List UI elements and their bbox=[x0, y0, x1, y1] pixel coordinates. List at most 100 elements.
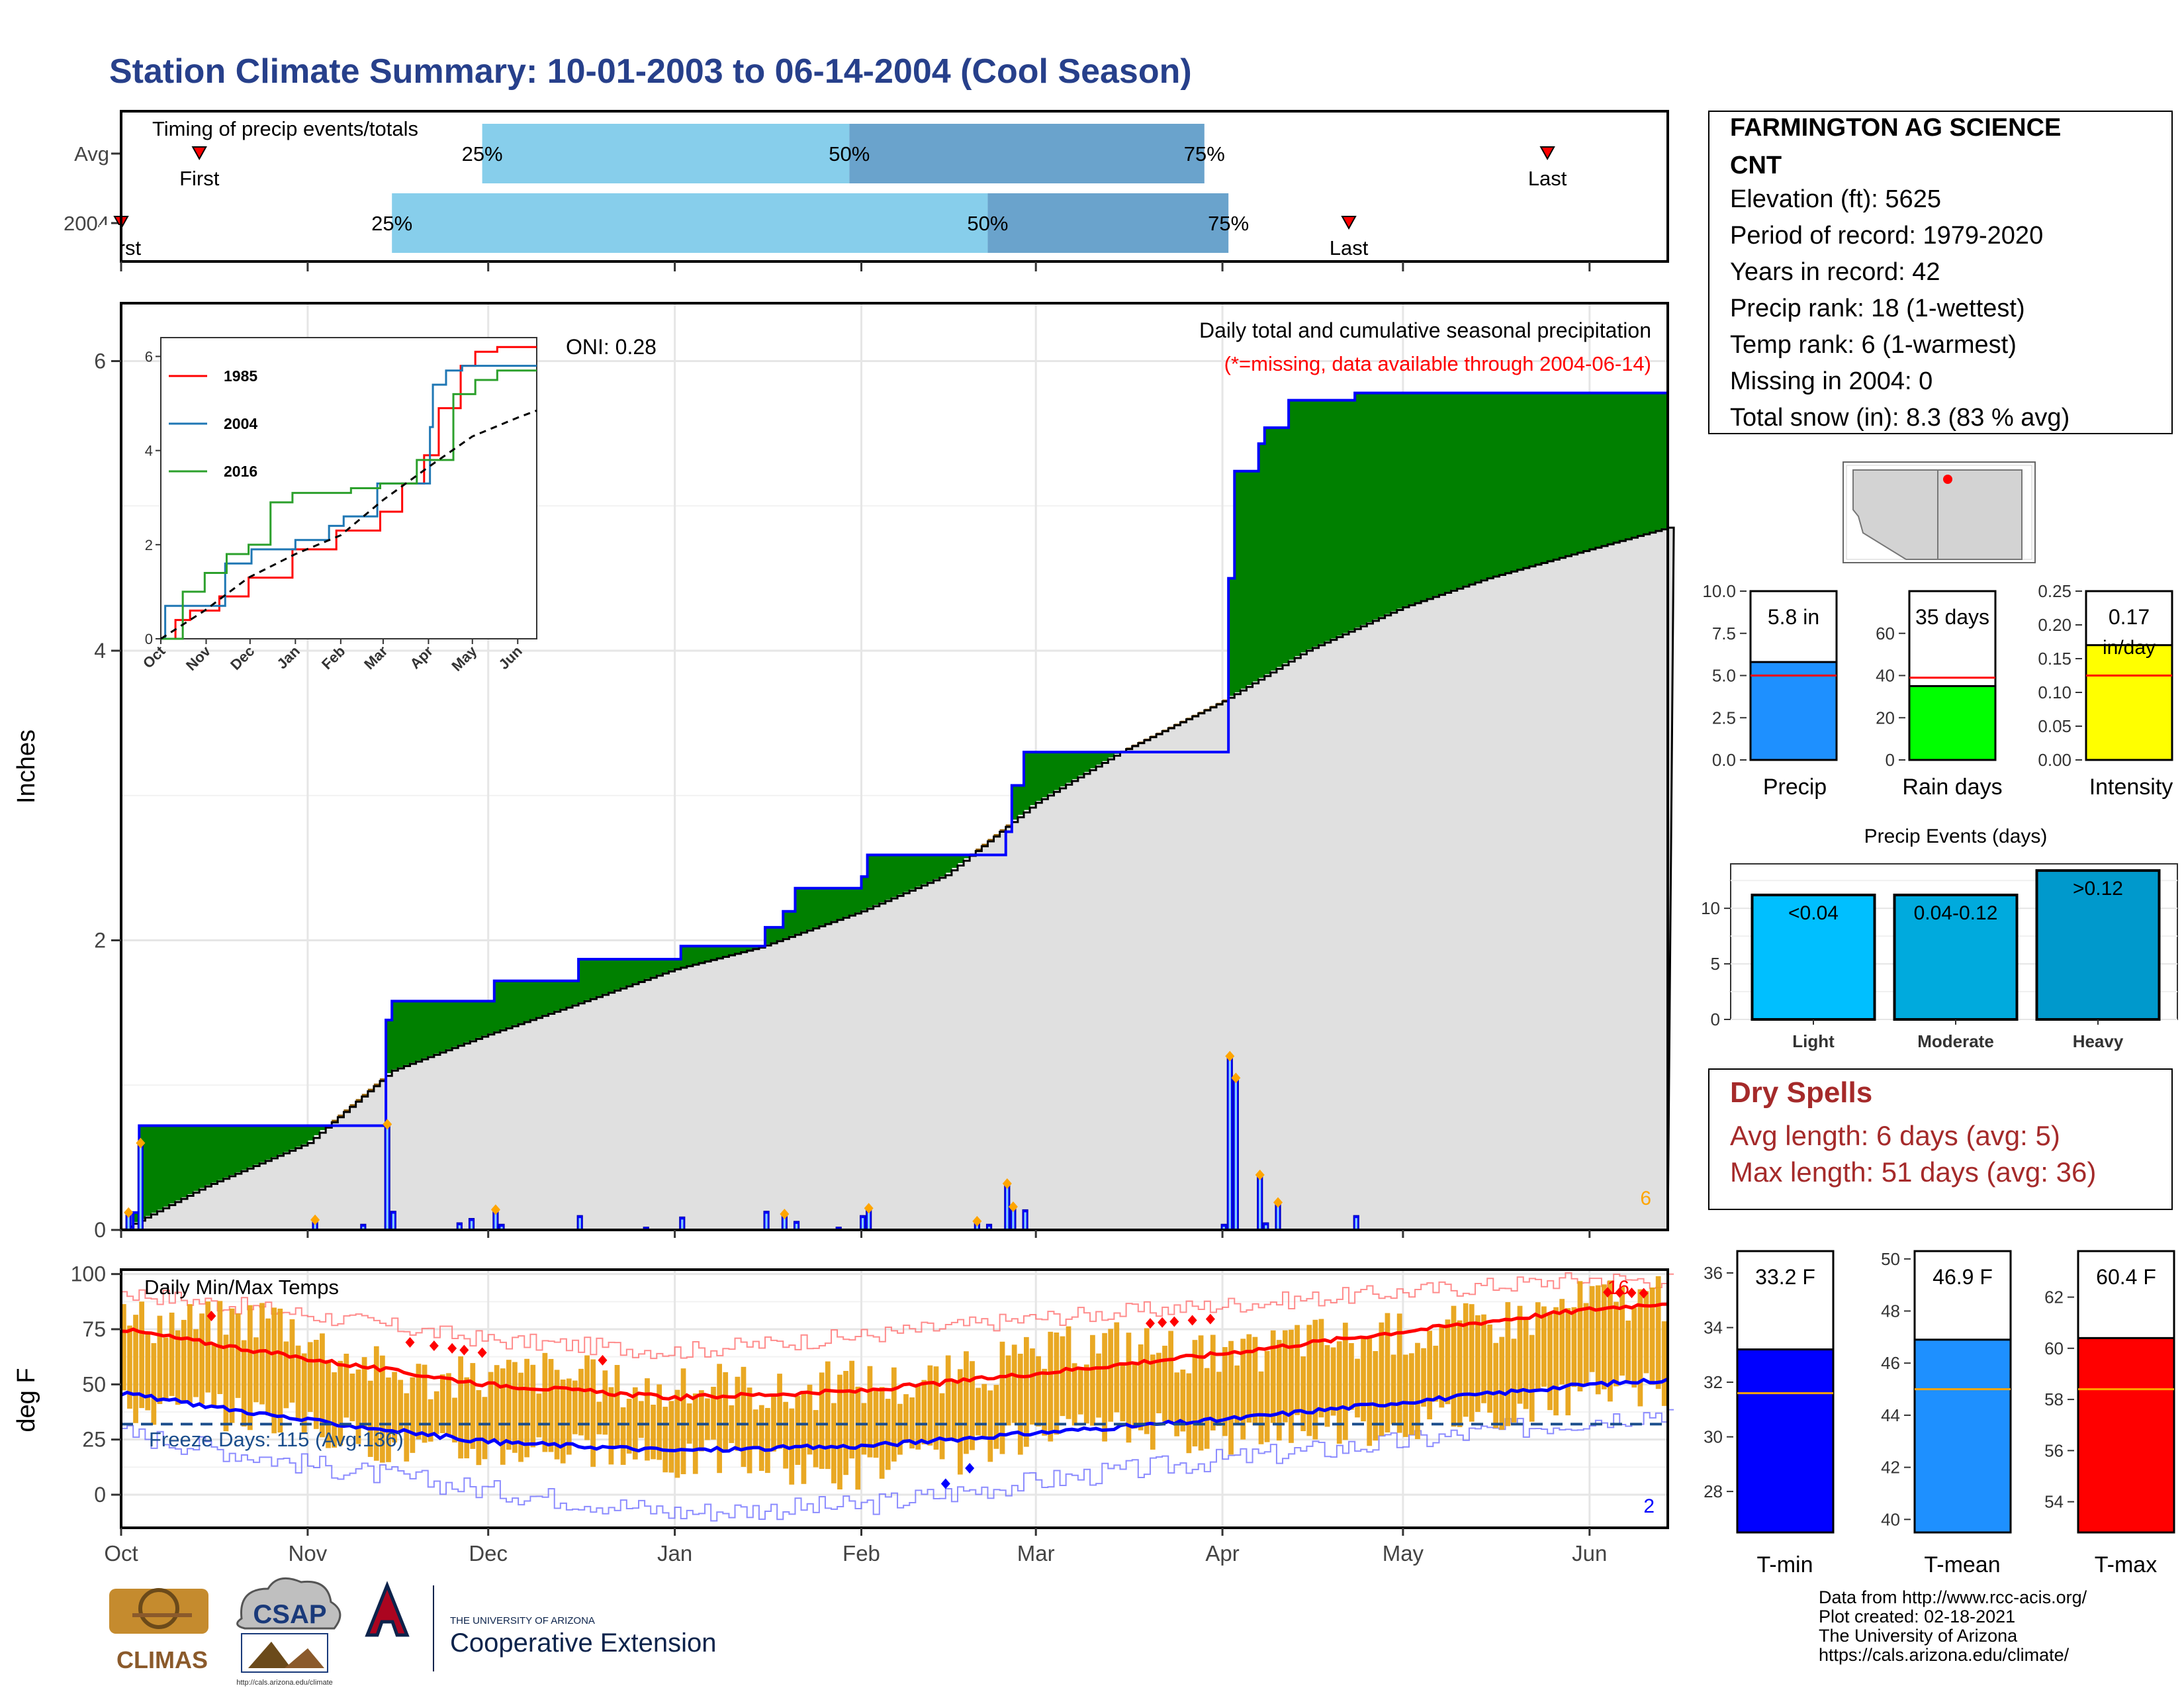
daily-temp-bar bbox=[758, 1405, 764, 1471]
precip-anomaly-fill bbox=[692, 946, 700, 964]
daily-temp-bar bbox=[651, 1405, 656, 1460]
precip-anomaly-fill bbox=[433, 1001, 441, 1054]
daily-temp-bar bbox=[1162, 1345, 1167, 1422]
daily-temp-bar bbox=[831, 1403, 837, 1483]
daily-precip-inner bbox=[1265, 1225, 1267, 1229]
daily-temp-bar bbox=[343, 1353, 349, 1418]
daily-temp-bar bbox=[795, 1395, 801, 1465]
daily-temp-bar bbox=[542, 1352, 548, 1452]
daily-temp-bar bbox=[1457, 1320, 1463, 1427]
t-mean-value-label: 46.9 F bbox=[1933, 1265, 1993, 1289]
precip-annotation-title: Daily total and cumulative seasonal prec… bbox=[1199, 318, 1651, 342]
daily-temp-bar bbox=[602, 1370, 608, 1435]
precip-ylabel: Inches bbox=[13, 729, 40, 804]
daily-temp-bar bbox=[921, 1380, 927, 1444]
record-high-marker bbox=[1145, 1318, 1155, 1329]
daily-temp-bar bbox=[289, 1319, 295, 1403]
t-max-y-tick-label: 56 bbox=[2044, 1440, 2064, 1460]
dry-spells-avg: Avg length: 6 days (avg: 5) bbox=[1730, 1120, 2060, 1151]
precip-anomaly-fill bbox=[1547, 393, 1554, 561]
precip-anomaly-fill bbox=[488, 1001, 495, 1034]
ua-extension-text: Cooperative Extension bbox=[450, 1628, 716, 1658]
daily-temp-bar bbox=[1355, 1358, 1360, 1418]
timing-bar-25-50 bbox=[482, 124, 850, 183]
precip-anomaly-fill bbox=[199, 1125, 206, 1188]
precip-anomaly-fill bbox=[223, 1125, 230, 1178]
daily-temp-bar bbox=[1228, 1340, 1234, 1455]
timing-bar-25-50 bbox=[392, 193, 988, 253]
daily-temp-bar bbox=[326, 1360, 331, 1448]
dry-spells-max: Max length: 51 days (avg: 36) bbox=[1730, 1156, 2096, 1188]
daily-temp-bar bbox=[283, 1341, 289, 1409]
precip-anomaly-fill bbox=[1402, 393, 1410, 606]
precip-anomaly-fill bbox=[175, 1125, 182, 1201]
daily-temp-bar bbox=[175, 1330, 181, 1405]
daily-temp-bar bbox=[1463, 1303, 1469, 1417]
daily-temp-bar bbox=[373, 1346, 379, 1461]
daily-temp-bar bbox=[1252, 1336, 1258, 1426]
timing-row: Avg 25% 50% 75% First Last bbox=[74, 124, 1567, 190]
last-event-label: Last bbox=[1330, 236, 1369, 259]
daily-temp-bar bbox=[361, 1357, 367, 1427]
t-mean-chart: 40 42 44 46 48 50 46.9 F bbox=[1881, 1249, 2012, 1534]
daily-precip-bar bbox=[679, 1216, 686, 1231]
events-y-tick-label: 5 bbox=[1711, 954, 1720, 974]
temp-y-tick-label: 50 bbox=[82, 1372, 106, 1396]
precip-anomaly-fill bbox=[1589, 393, 1596, 549]
precip-y-tick-label: 6 bbox=[94, 350, 106, 373]
precip-anomaly-fill bbox=[674, 959, 682, 969]
timing-title: Timing of precip events/totals bbox=[152, 117, 418, 140]
daily-temp-bar bbox=[1553, 1307, 1559, 1416]
daily-temp-bar bbox=[320, 1333, 325, 1438]
record-precip-marker bbox=[1255, 1169, 1265, 1180]
precip-anomaly-fill bbox=[133, 1212, 140, 1223]
station-info-line: Precip rank: 18 (1-wettest) bbox=[1730, 295, 2025, 322]
precip-anomaly-fill bbox=[1505, 393, 1512, 573]
precip-anomaly-fill bbox=[145, 1125, 152, 1216]
daily-temp-bar bbox=[596, 1401, 602, 1434]
daily-precip-inner bbox=[1259, 1177, 1261, 1229]
footer-line: Plot created: 02-18-2021 bbox=[1819, 1607, 2015, 1626]
daily-temp-bar bbox=[771, 1394, 776, 1452]
inset-legend-label: 2004 bbox=[224, 415, 257, 432]
daily-temp-bar bbox=[1036, 1356, 1041, 1427]
daily-temp-bar bbox=[1396, 1313, 1402, 1433]
precip-anomaly-fill bbox=[801, 888, 808, 932]
precip-anomaly-fill bbox=[1523, 393, 1530, 567]
temp-y-tick-label: 0 bbox=[94, 1483, 106, 1507]
precip-anomaly-fill bbox=[289, 1125, 296, 1150]
daily-temp-bar bbox=[229, 1308, 235, 1423]
daily-temp-bar bbox=[1234, 1365, 1240, 1424]
daily-temp-bar bbox=[1390, 1354, 1396, 1425]
record-precip-marker bbox=[124, 1207, 134, 1218]
daily-temp-bar bbox=[1156, 1352, 1161, 1413]
timing-pct-label: 25% bbox=[462, 142, 503, 165]
daily-temp-bar bbox=[416, 1364, 422, 1440]
station-location-dot bbox=[1943, 475, 1952, 484]
daily-temp-bar bbox=[253, 1337, 259, 1403]
daily-precip-inner bbox=[139, 1145, 142, 1229]
precip-anomaly-fill bbox=[831, 888, 838, 921]
daily-precip-inner bbox=[861, 1218, 864, 1229]
precip-anomaly-fill bbox=[1011, 785, 1019, 820]
daily-temp-bar bbox=[777, 1374, 782, 1449]
dry-spells-title: Dry Spells bbox=[1730, 1076, 1872, 1109]
record-high-marker bbox=[598, 1354, 608, 1366]
intensity-value-label: 0.17 bbox=[2109, 605, 2150, 629]
t-mean-bar bbox=[1913, 1338, 2012, 1534]
precip-anomaly-fill bbox=[536, 980, 543, 1017]
daily-temp-bar bbox=[295, 1345, 301, 1420]
intensity-y-tick-label: 0.25 bbox=[2038, 581, 2071, 601]
daily-temp-bar bbox=[1541, 1306, 1547, 1387]
last-event-label: Last bbox=[1528, 167, 1567, 190]
record-precip-marker bbox=[383, 1119, 392, 1130]
precip-anomaly-fill bbox=[951, 855, 958, 868]
daily-temp-bar bbox=[332, 1372, 337, 1448]
daily-temp-bar bbox=[1523, 1318, 1529, 1409]
precip-anomaly-fill bbox=[1083, 752, 1091, 773]
precip-anomaly-fill bbox=[1390, 393, 1398, 612]
daily-temp-bar bbox=[572, 1380, 578, 1434]
temp-x-tick-label: Jun bbox=[1572, 1541, 1607, 1566]
precip-anomaly-fill bbox=[897, 855, 904, 895]
timing-left-mask bbox=[99, 225, 122, 261]
